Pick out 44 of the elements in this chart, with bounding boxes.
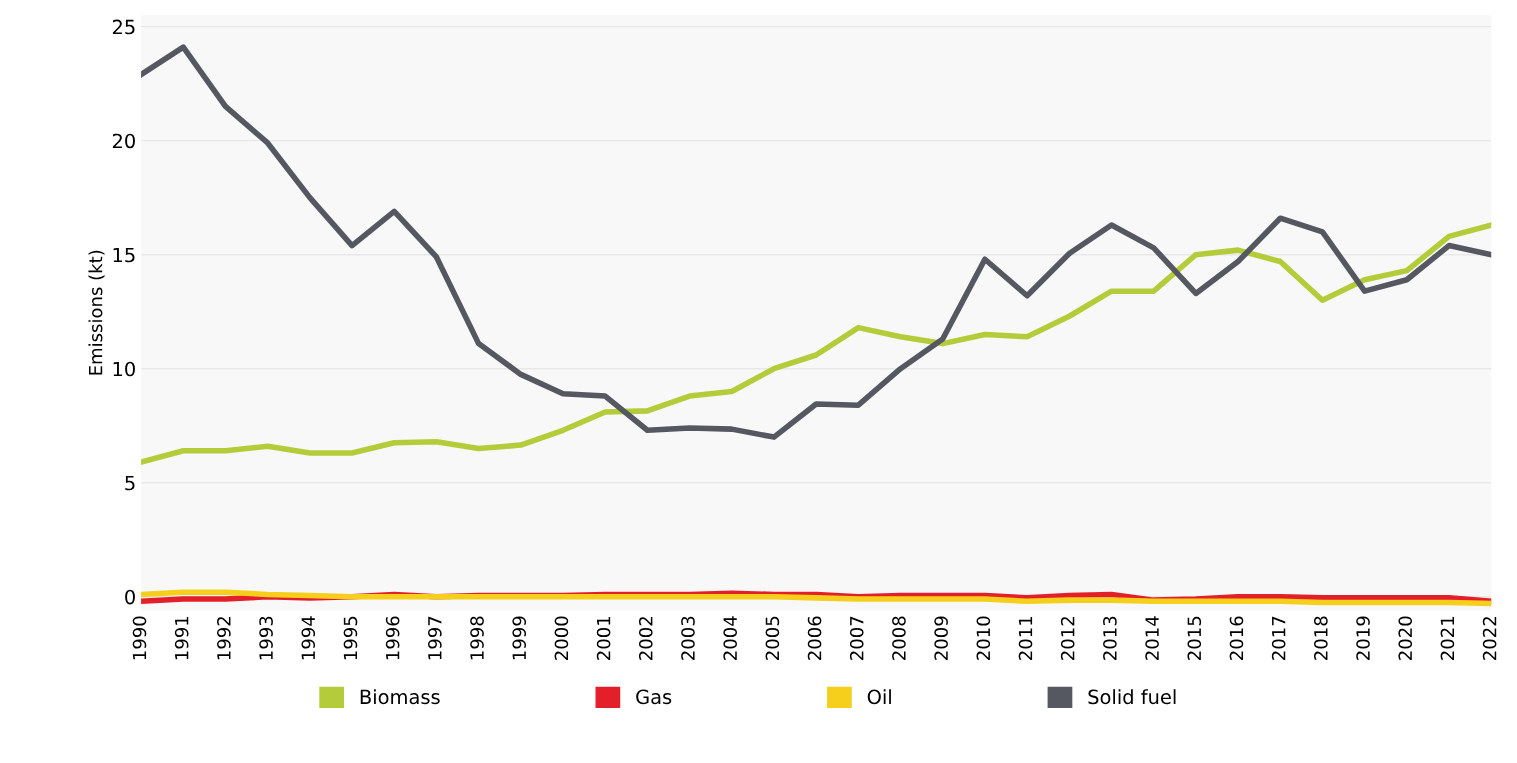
y-tick-label: 0 (125, 589, 135, 605)
x-tick-label: 1999 (512, 616, 527, 660)
x-tick-label: 2012 (1060, 617, 1075, 660)
x-tick-label: 2011 (1018, 616, 1033, 660)
x-tick-label: 2010 (976, 616, 991, 660)
x-tick-label: 2008 (892, 616, 906, 660)
x-tick-label: 2002 (638, 617, 653, 660)
x-tick-label: 1991 (174, 616, 189, 660)
x-tick-label: 2006 (807, 616, 822, 660)
x-tick-label: 2019 (1356, 616, 1370, 660)
y-tick-label: 25 (112, 19, 135, 35)
x-tick-label: 2000 (554, 616, 569, 660)
x-tick-label: 2009 (934, 616, 948, 660)
y-axis-title: Emissions (kt) (88, 250, 105, 375)
x-tick-label: 1996 (385, 616, 400, 660)
x-tick-label: 2020 (1398, 616, 1413, 660)
legend-label: Solid fuel (1088, 689, 1176, 705)
y-tick-label: 20 (112, 133, 135, 149)
x-tick-label: 2015 (1187, 616, 1202, 660)
x-tick-label: 2007 (849, 616, 864, 660)
x-tick-label: 2005 (765, 616, 780, 660)
x-tick-label: 2004 (723, 616, 737, 660)
x-tick-label: 1998 (470, 616, 484, 660)
y-tick-label: 5 (125, 475, 135, 491)
x-tick-label: 2003 (681, 616, 695, 660)
x-tick-label: 1994 (301, 616, 316, 660)
y-tick-label: 10 (113, 361, 135, 377)
legend-label: Oil (867, 689, 891, 705)
legend-label: Biomass (360, 689, 440, 705)
x-tick-label: 2021 (1440, 616, 1455, 660)
x-tick-label: 2022 (1482, 617, 1497, 660)
x-tick-label: 1997 (428, 616, 442, 660)
x-tick-label: 2016 (1229, 616, 1244, 660)
x-tick-label: 2017 (1271, 616, 1286, 660)
x-tick-label: 2001 (596, 616, 611, 660)
legend-label: Gas (636, 689, 672, 705)
x-tick-label: 2013 (1103, 616, 1117, 660)
x-tick-label: 1993 (259, 616, 273, 660)
x-tick-label: 2014 (1145, 616, 1159, 660)
x-tick-label: 1995 (343, 616, 358, 660)
x-tick-label: 1990 (132, 616, 147, 660)
x-tick-label: 1992 (217, 617, 231, 660)
y-tick-label: 15 (113, 247, 135, 263)
x-tick-label: 2018 (1314, 616, 1328, 660)
